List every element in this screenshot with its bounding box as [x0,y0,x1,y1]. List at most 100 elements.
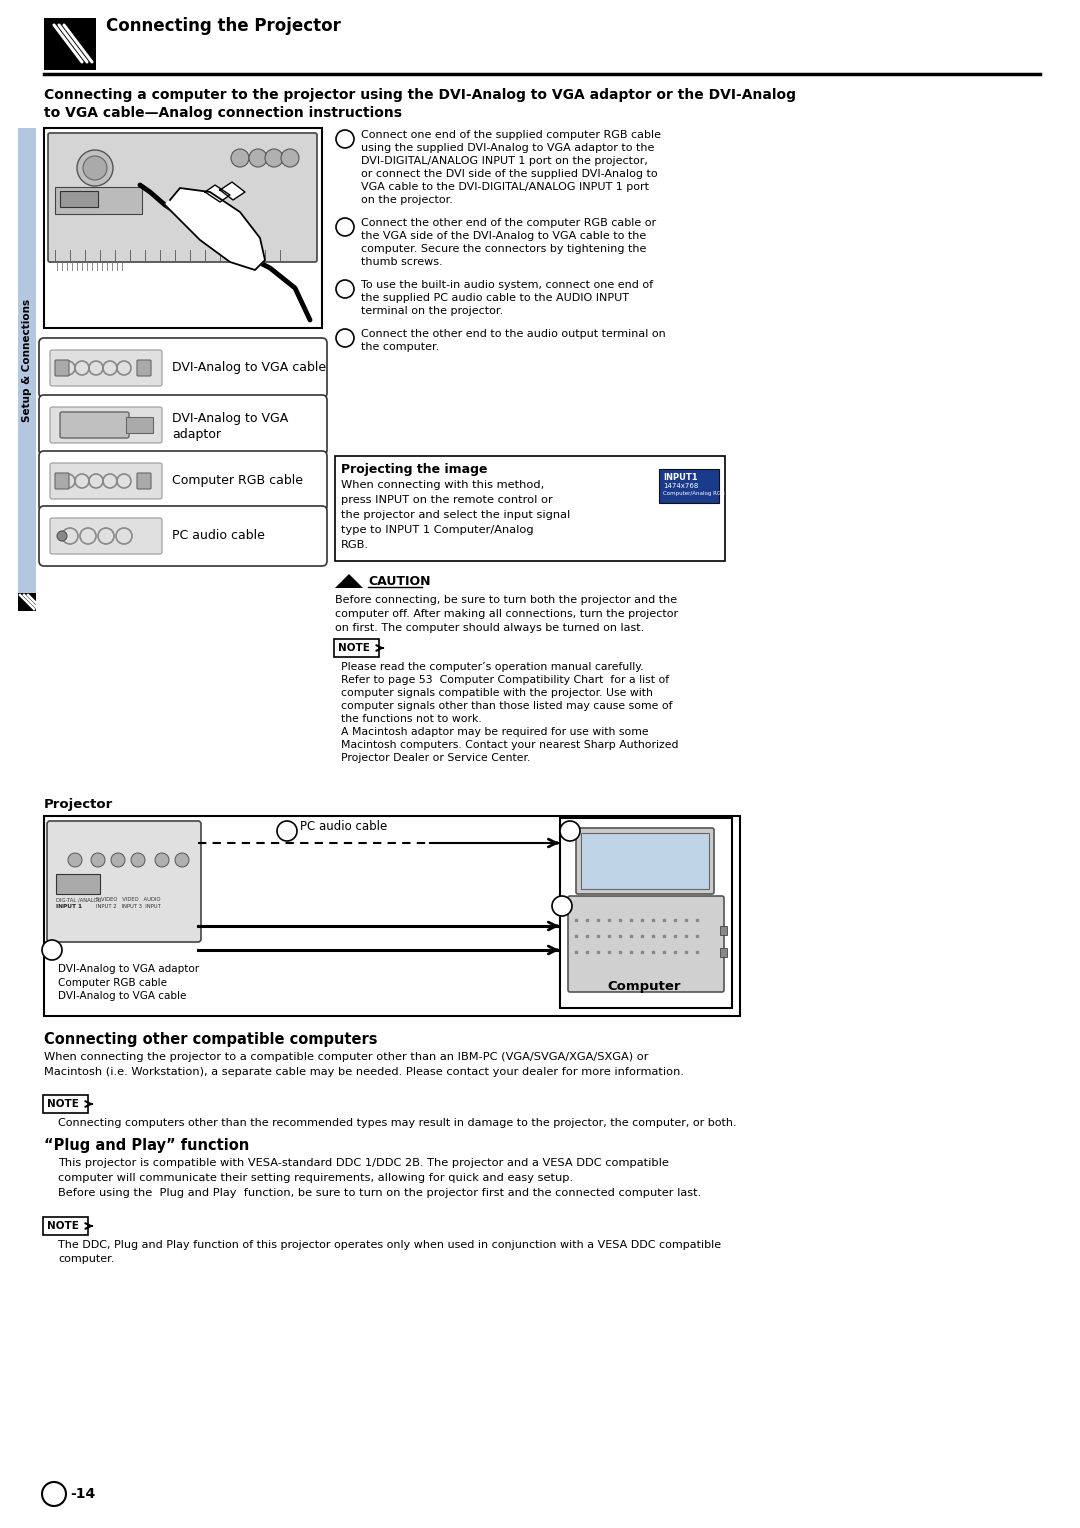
Circle shape [336,219,354,235]
FancyBboxPatch shape [50,518,162,555]
Text: 1474x768: 1474x768 [663,483,699,489]
Text: GB: GB [48,1490,60,1499]
Circle shape [336,329,354,347]
FancyBboxPatch shape [561,817,732,1008]
Circle shape [57,532,67,541]
Text: Projecting the image: Projecting the image [341,463,487,477]
Circle shape [552,895,572,915]
Text: To use the built-in audio system, connect one end of: To use the built-in audio system, connec… [361,280,653,290]
FancyBboxPatch shape [55,474,69,489]
FancyBboxPatch shape [55,186,141,214]
Circle shape [83,156,107,180]
Circle shape [156,853,168,866]
Text: Macintosh (i.e. Workstation), a separate cable may be needed. Please contact you: Macintosh (i.e. Workstation), a separate… [44,1067,684,1077]
FancyBboxPatch shape [659,469,719,503]
Circle shape [42,940,62,960]
FancyBboxPatch shape [581,833,708,889]
Text: DVI-Analog to VGA cable: DVI-Analog to VGA cable [172,361,326,374]
Text: computer off. After making all connections, turn the projector: computer off. After making all connectio… [335,610,678,619]
FancyBboxPatch shape [48,821,201,941]
FancyBboxPatch shape [55,361,69,376]
FancyBboxPatch shape [44,816,740,1016]
Text: Connect the other end to the audio output terminal on: Connect the other end to the audio outpu… [361,329,665,339]
Text: 3: 3 [341,284,349,293]
Circle shape [111,853,125,866]
Text: NOTE: NOTE [338,643,369,652]
FancyBboxPatch shape [50,406,162,443]
FancyBboxPatch shape [137,361,151,376]
Circle shape [175,853,189,866]
Text: Connecting a computer to the projector using the DVI-Analog to VGA adaptor or th: Connecting a computer to the projector u… [44,89,796,102]
Text: “Plug and Play” function: “Plug and Play” function [44,1138,249,1154]
Text: When connecting the projector to a compatible computer other than an IBM-PC (VGA: When connecting the projector to a compa… [44,1051,648,1062]
Text: Projector Dealer or Service Center.: Projector Dealer or Service Center. [341,753,530,762]
FancyBboxPatch shape [568,895,724,992]
Text: Before connecting, be sure to turn both the projector and the: Before connecting, be sure to turn both … [335,594,677,605]
Text: CAUTION: CAUTION [368,575,431,588]
Polygon shape [205,185,230,202]
Text: press INPUT on the remote control or: press INPUT on the remote control or [341,495,553,504]
FancyBboxPatch shape [137,474,151,489]
Text: Macintosh computers. Contact your nearest Sharp Authorized: Macintosh computers. Contact your neares… [341,740,678,750]
Text: PC audio cable: PC audio cable [172,529,265,542]
FancyBboxPatch shape [335,455,725,561]
Text: on the projector.: on the projector. [361,196,453,205]
Text: Connecting the Projector: Connecting the Projector [106,17,341,35]
Text: or connect the DVI side of the supplied DVI-Analog to: or connect the DVI side of the supplied … [361,170,658,179]
Text: terminal on the projector.: terminal on the projector. [361,306,503,316]
FancyBboxPatch shape [39,506,327,565]
FancyBboxPatch shape [18,593,36,611]
Circle shape [77,150,113,186]
Text: the projector and select the input signal: the projector and select the input signa… [341,510,570,520]
Text: !: ! [347,578,351,587]
Text: Connecting computers other than the recommended types may result in damage to th: Connecting computers other than the reco… [58,1118,737,1128]
Text: DIG-TAL /ANALOG: DIG-TAL /ANALOG [56,897,102,902]
Circle shape [131,853,145,866]
Text: the VGA side of the DVI-Analog to VGA cable to the: the VGA side of the DVI-Analog to VGA ca… [361,231,646,241]
Text: Before using the  Plug and Play  function, be sure to turn on the projector firs: Before using the Plug and Play function,… [58,1187,701,1198]
FancyBboxPatch shape [43,1096,87,1112]
Text: the functions not to work.: the functions not to work. [341,714,482,724]
FancyBboxPatch shape [60,413,129,439]
Text: computer signals compatible with the projector. Use with: computer signals compatible with the pro… [341,688,653,698]
Circle shape [336,130,354,148]
Text: DVI-Analog to VGA: DVI-Analog to VGA [172,413,288,425]
FancyBboxPatch shape [44,128,322,329]
Text: RGB.: RGB. [341,539,369,550]
Text: The DDC, Plug and Play function of this projector operates only when used in con: The DDC, Plug and Play function of this … [58,1241,721,1250]
Circle shape [91,853,105,866]
Text: Connect the other end of the computer RGB cable or: Connect the other end of the computer RG… [361,219,657,228]
Text: to VGA cable—Analog connection instructions: to VGA cable—Analog connection instructi… [44,105,402,121]
Text: 1: 1 [49,944,55,955]
Text: 2: 2 [558,902,566,911]
FancyBboxPatch shape [44,18,96,70]
FancyBboxPatch shape [50,463,162,500]
Text: Setup & Connections: Setup & Connections [22,298,32,422]
FancyBboxPatch shape [576,828,714,894]
Text: Connect one end of the supplied computer RGB cable: Connect one end of the supplied computer… [361,130,661,141]
FancyBboxPatch shape [126,417,153,432]
Text: the supplied PC audio cable to the AUDIO INPUT: the supplied PC audio cable to the AUDIO… [361,293,629,303]
Text: 1: 1 [341,134,349,144]
Text: computer.: computer. [58,1254,114,1264]
Text: NOTE: NOTE [48,1099,79,1109]
Text: on first. The computer should always be turned on last.: on first. The computer should always be … [335,623,645,633]
FancyBboxPatch shape [334,639,379,657]
Circle shape [281,150,299,167]
Text: DVI-Analog to VGA cable: DVI-Analog to VGA cable [58,992,187,1001]
Text: computer. Secure the connectors by tightening the: computer. Secure the connectors by tight… [361,244,646,254]
Text: the computer.: the computer. [361,342,440,351]
Text: VGA cable to the DVI-DIGITAL/ANALOG INPUT 1 port: VGA cable to the DVI-DIGITAL/ANALOG INPU… [361,182,649,193]
Text: A Macintosh adaptor may be required for use with some: A Macintosh adaptor may be required for … [341,727,649,736]
Circle shape [249,150,267,167]
Text: INPUT1: INPUT1 [663,474,698,481]
Text: 3: 3 [283,827,291,836]
Text: DVI-Analog to VGA adaptor: DVI-Analog to VGA adaptor [58,964,199,973]
Text: When connecting with this method,: When connecting with this method, [341,480,544,490]
Text: Computer RGB cable: Computer RGB cable [58,978,167,989]
Text: -14: -14 [70,1487,95,1500]
Polygon shape [220,182,245,200]
Text: 4: 4 [341,333,349,342]
FancyBboxPatch shape [720,947,727,957]
Circle shape [68,853,82,866]
